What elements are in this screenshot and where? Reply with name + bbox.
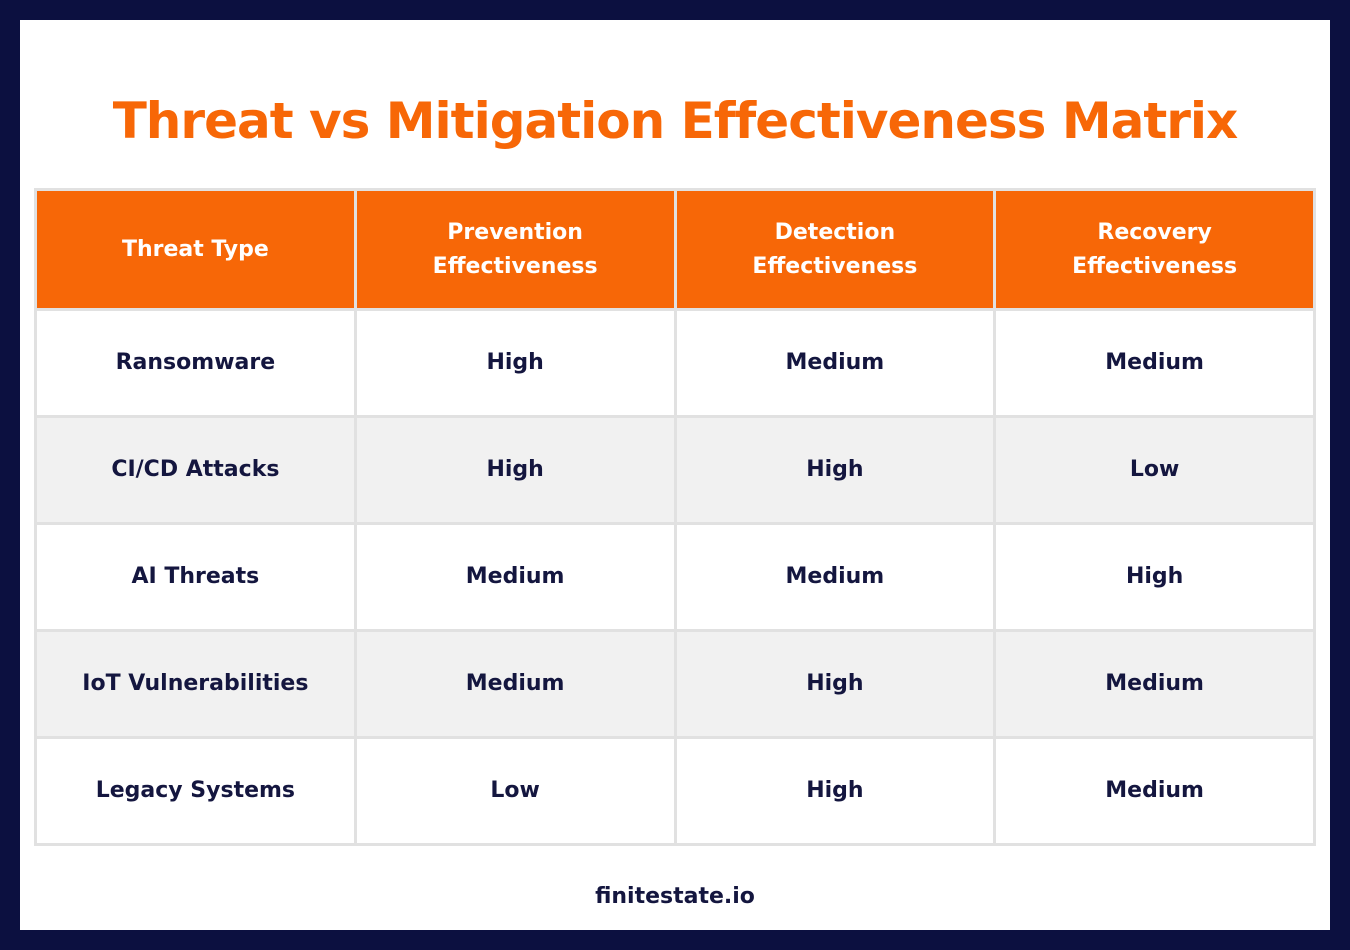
rating-cell: Medium <box>673 308 997 418</box>
column-header: Prevention Effectiveness <box>353 188 677 311</box>
rating-cell: Low <box>353 736 677 846</box>
rating-cell: High <box>673 415 997 525</box>
rating-cell: High <box>353 415 677 525</box>
rating-cell: High <box>993 522 1316 632</box>
threat-cell: Legacy Systems <box>34 736 357 846</box>
threat-cell: Ransomware <box>34 308 357 418</box>
footer: finitestate.io <box>595 884 755 909</box>
threat-cell: AI Threats <box>34 522 357 632</box>
rating-cell: High <box>673 629 997 739</box>
column-header: Recovery Effectiveness <box>993 188 1316 311</box>
table-body: Ransomware High Medium Medium CI/CD Attacks H… <box>34 308 1316 846</box>
rating-cell: Medium <box>993 629 1316 739</box>
column-header: Threat Type <box>34 188 357 311</box>
rating-cell: Low <box>993 415 1316 525</box>
threat-cell: CI/CD Attacks <box>34 415 357 525</box>
table-row: CI/CD Attacks High High Low <box>34 415 1316 525</box>
rating-cell: High <box>673 736 997 846</box>
column-header: Detection Effectiveness <box>673 188 997 311</box>
rating-cell: Medium <box>353 629 677 739</box>
header-row: Threat Type Prevention Effectiveness Detec… <box>34 188 1316 311</box>
rating-cell: Medium <box>353 522 677 632</box>
matrix-table: Threat Type Prevention Effectiveness Detec… <box>34 188 1316 846</box>
table-row: AI Threats Medium Medium High <box>34 522 1316 632</box>
rating-cell: Medium <box>993 736 1316 846</box>
rating-cell: Medium <box>673 522 997 632</box>
table-row: Ransomware High Medium Medium <box>34 308 1316 418</box>
table-row: Legacy Systems Low High Medium <box>34 736 1316 846</box>
rating-cell: High <box>353 308 677 418</box>
rating-cell: Medium <box>993 308 1316 418</box>
threat-cell: IoT Vulnerabilities <box>34 629 357 739</box>
title: Threat vs Mitigation Effectiveness Matri… <box>112 92 1239 150</box>
card: Threat vs Mitigation Effectiveness Matri… <box>20 20 1330 930</box>
table-row: IoT Vulnerabilities Medium High Medium <box>34 629 1316 739</box>
